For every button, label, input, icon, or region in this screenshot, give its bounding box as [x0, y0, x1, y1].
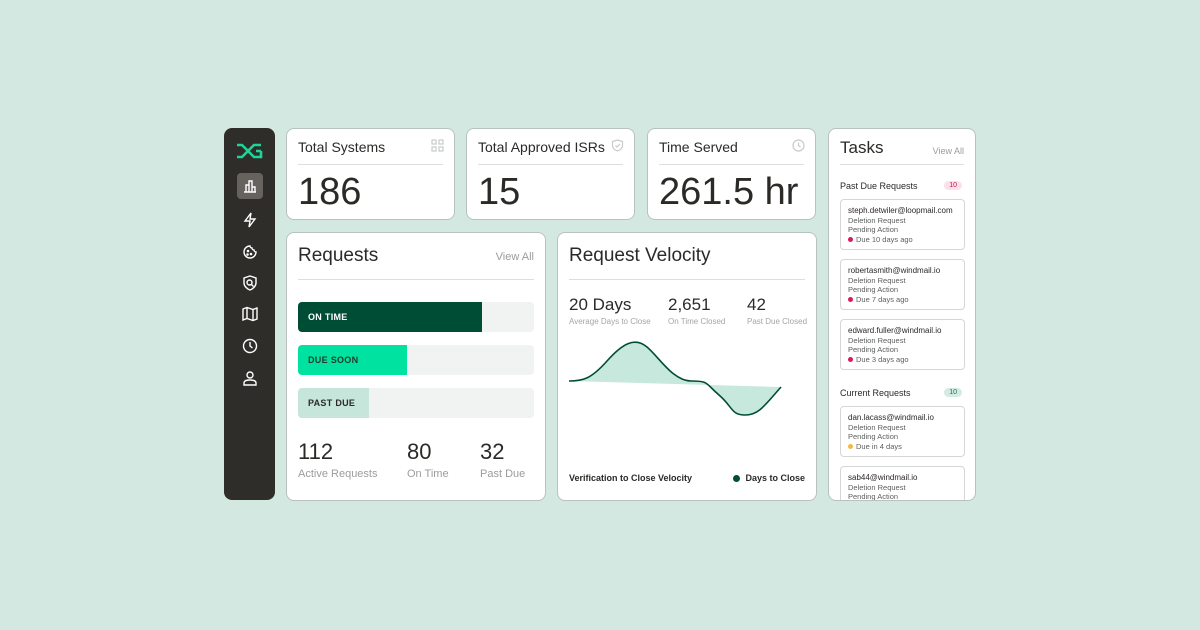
past-due-label: Past Due Requests: [840, 181, 918, 191]
task-item[interactable]: steph.detwiler@loopmail.com Deletion Requ…: [840, 199, 965, 250]
area-fill: [569, 342, 781, 415]
nav-map[interactable]: [237, 301, 263, 327]
velocity-card: Request Velocity 20 Days Average Days to …: [557, 232, 817, 501]
clock-icon: [792, 139, 805, 152]
velocity-area-chart: [569, 341, 782, 416]
task-item[interactable]: sab44@windmail.io Deletion Request Pending…: [840, 466, 965, 500]
bar-on-time: ON TIME: [298, 302, 534, 332]
requests-title: Requests: [298, 245, 379, 266]
stat-past-due: 32 Past Due: [480, 439, 526, 480]
kpi-value: 186: [298, 171, 362, 213]
area-line: [569, 341, 782, 416]
cookie-icon: [243, 245, 257, 259]
stat-on-time-closed: 2,651 On Time Closed: [668, 295, 726, 326]
nav-cookies[interactable]: [237, 239, 263, 265]
chart-caption: Verification to Close Velocity: [569, 473, 693, 483]
chart-legend: Days to Close: [733, 473, 805, 483]
kpi-title: Total Systems: [298, 139, 386, 155]
bar-fill: ON TIME: [298, 302, 483, 332]
map-icon: [242, 306, 258, 322]
nav-privacy[interactable]: [237, 270, 263, 296]
lightning-icon: [243, 212, 257, 228]
task-item[interactable]: edward.fuller@windmail.io Deletion Reques…: [840, 319, 965, 370]
stat-on-time: 80 On Time: [407, 439, 449, 480]
nav-automation[interactable]: [237, 207, 263, 233]
bar-fill: PAST DUE: [298, 388, 369, 418]
kpi-value: 261.5 hr: [659, 171, 799, 213]
bar-fill: DUE SOON: [298, 345, 407, 375]
kpi-approved-isrs: Total Approved ISRs 15: [466, 128, 635, 220]
tasks-view-all-link[interactable]: View All: [932, 146, 964, 156]
bar-due-soon: DUE SOON: [298, 345, 534, 375]
grid-icon: [431, 139, 444, 152]
kpi-title: Total Approved ISRs: [478, 139, 605, 155]
bar-chart-icon: [244, 180, 256, 193]
stat-past-due-closed: 42 Past Due Closed: [747, 295, 808, 326]
bar-past-due: PAST DUE: [298, 388, 534, 418]
nav-history[interactable]: [237, 333, 263, 359]
shield-search-icon: [243, 275, 257, 291]
task-item[interactable]: robertasmith@windmail.io Deletion Request…: [840, 259, 965, 310]
kpi-value: 15: [478, 171, 521, 213]
nav-profile[interactable]: [237, 365, 263, 391]
stat-avg-days: 20 Days Average Days to Close: [569, 295, 651, 326]
kpi-title: Time Served: [659, 139, 738, 155]
requests-card: Requests View All ON TIME DUE SOON PAST …: [286, 232, 546, 501]
tasks-card: Tasks View All Past Due Requests 10 step…: [828, 128, 976, 501]
stat-active: 112 Active Requests: [298, 439, 378, 480]
requests-view-all-link[interactable]: View All: [495, 251, 534, 263]
shield-check-icon: [611, 139, 624, 152]
task-item[interactable]: dan.lacass@windmail.io Deletion Request Pe…: [840, 406, 965, 457]
velocity-title: Request Velocity: [569, 245, 711, 266]
sidebar: [224, 128, 275, 500]
legend-dot: [733, 474, 741, 482]
user-icon: [243, 371, 257, 386]
current-label: Current Requests: [840, 388, 911, 398]
kpi-total-systems: Total Systems 186: [286, 128, 455, 220]
clock-icon: [242, 338, 258, 354]
kpi-time-served: Time Served 261.5 hr: [647, 128, 816, 220]
current-count-badge: 10: [944, 388, 962, 397]
logo: [237, 143, 263, 159]
nav-analytics[interactable]: [237, 173, 263, 199]
past-due-count-badge: 10: [944, 181, 962, 190]
tasks-title: Tasks: [840, 138, 884, 157]
